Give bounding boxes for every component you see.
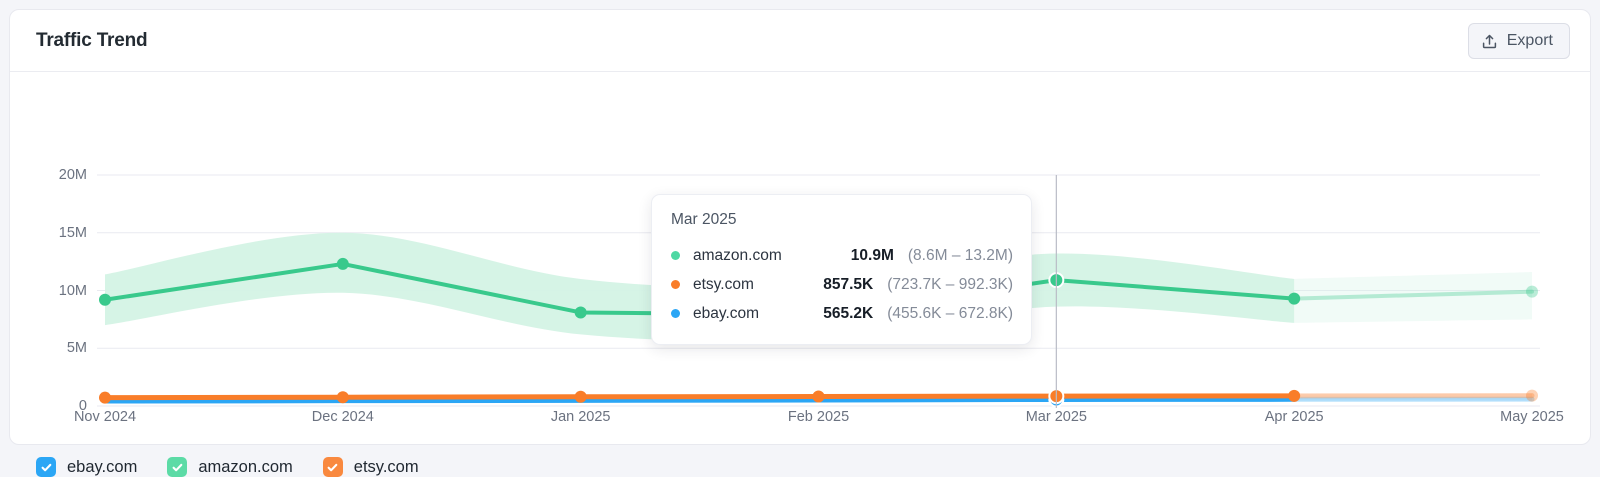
tooltip-series-name: amazon.com [693,247,822,265]
tooltip-series-range: (723.7K – 992.3K) [887,276,1013,294]
legend-item-etsy-com[interactable]: etsy.com [323,457,419,477]
data-point [1526,286,1538,298]
upload-icon [1481,33,1498,50]
export-label: Export [1507,32,1553,50]
x-axis-tick: Nov 2024 [74,409,136,425]
x-axis-tick: Jan 2025 [551,409,611,425]
x-axis-tick: Apr 2025 [1265,409,1324,425]
tooltip-series-name: ebay.com [693,305,809,323]
data-point [813,391,825,403]
series-color-dot [671,251,680,260]
legend-checkbox[interactable] [323,457,343,477]
tooltip-series-value: 857.5K [809,276,873,294]
legend-label: ebay.com [67,458,137,477]
y-axis-tick: 15M [25,225,87,241]
legend-checkbox[interactable] [36,457,56,477]
data-point [99,294,111,306]
x-axis-tick: Mar 2025 [1026,409,1087,425]
series-color-dot [671,309,680,318]
card-header: Traffic Trend Export [10,10,1590,72]
tooltip-series-range: (455.6K – 672.8K) [887,305,1013,323]
data-point [99,392,111,404]
legend-item-amazon-com[interactable]: amazon.com [167,457,292,477]
x-axis-tick: May 2025 [1500,409,1564,425]
page-title: Traffic Trend [36,30,147,52]
tooltip-series-value: 10.9M [822,247,894,265]
tooltip-series-value: 565.2K [809,305,873,323]
legend-label: etsy.com [354,458,419,477]
export-button[interactable]: Export [1468,23,1570,59]
x-axis-tick: Feb 2025 [788,409,849,425]
legend-checkbox[interactable] [167,457,187,477]
data-point [575,306,587,318]
y-axis-tick: 10M [25,283,87,299]
data-point [337,391,349,403]
tooltip-title: Mar 2025 [671,211,1013,229]
data-point [1288,390,1300,402]
legend-label: amazon.com [198,458,292,477]
y-axis-tick: 5M [25,340,87,356]
y-axis-tick: 20M [25,167,87,183]
data-point [575,391,587,403]
tooltip-series-name: etsy.com [693,276,809,294]
series-legend: ebay.com amazon.com etsy.com [36,457,419,477]
data-point [337,258,349,270]
data-point [1526,390,1538,402]
x-axis-tick: Dec 2024 [312,409,374,425]
series-line [105,396,1294,398]
data-point [1288,293,1300,305]
series-color-dot [671,280,680,289]
tooltip-series-range: (8.6M – 13.2M) [908,247,1013,265]
legend-item-ebay-com[interactable]: ebay.com [36,457,137,477]
